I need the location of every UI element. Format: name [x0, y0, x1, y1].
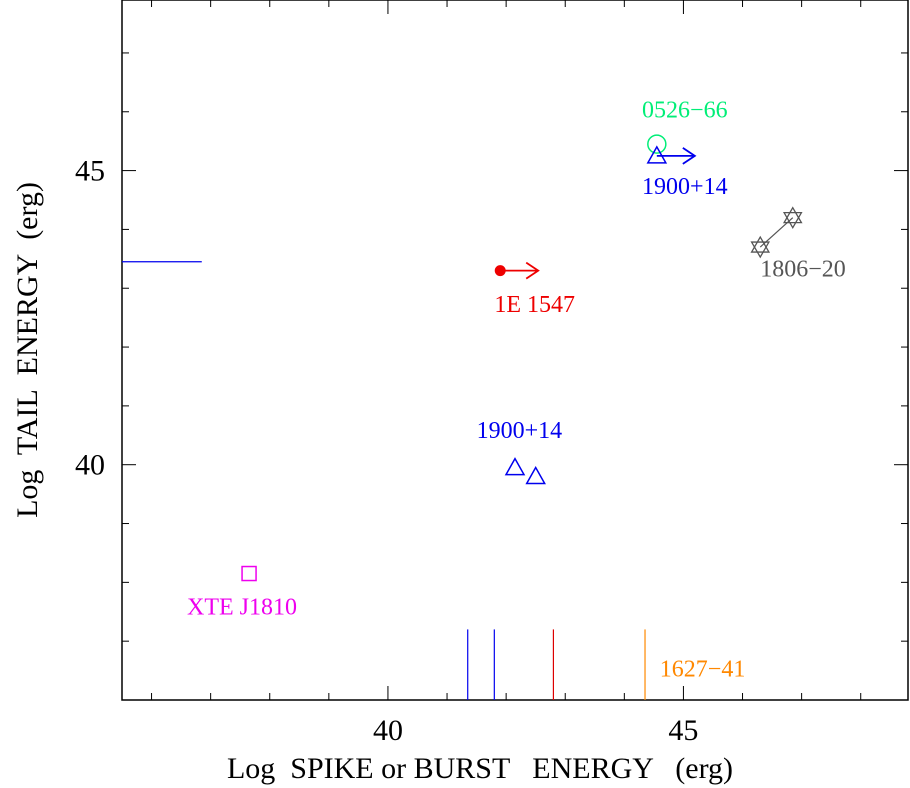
arrow-head [525, 261, 540, 280]
x-axis-label: Log SPIKE or BURST ENERGY (erg) [227, 752, 733, 785]
tick-labels: 40 45 40 45 [75, 155, 698, 747]
point-label: 1806−20 [760, 256, 846, 282]
star-triangle-down [750, 241, 771, 259]
data-point [647, 134, 667, 154]
data-point [750, 235, 771, 259]
point-label: 0526−66 [642, 98, 728, 124]
y-tick-label: 40 [75, 449, 105, 482]
point-label: 1900+14 [477, 418, 563, 444]
data-point [782, 206, 803, 229]
data-point [504, 457, 526, 476]
plot-frame [121, 0, 909, 701]
point-label: 1900+14 [642, 174, 728, 200]
star-triangle-down [782, 211, 803, 229]
data-point [525, 465, 546, 485]
data-marks: 1627−41 0526−66 1900+14 1806−20 1E 1547 1900+… [122, 98, 846, 700]
data-point [646, 145, 668, 164]
data-point [241, 565, 257, 582]
x-tick-label: 45 [668, 714, 698, 747]
arrow-head [682, 147, 697, 165]
star-triangle-up [782, 206, 803, 224]
star-triangle-up [750, 235, 771, 253]
point-label: XTE J1810 [187, 595, 297, 621]
tick-marks [122, 0, 908, 701]
y-tick-label: 45 [75, 155, 105, 188]
vline-label: 1627−41 [660, 656, 746, 682]
x-tick-label: 40 [373, 714, 403, 747]
point-label: 1E 1547 [494, 292, 575, 318]
y-axis-label: Log TAIL ENERGY (erg) [11, 182, 44, 518]
